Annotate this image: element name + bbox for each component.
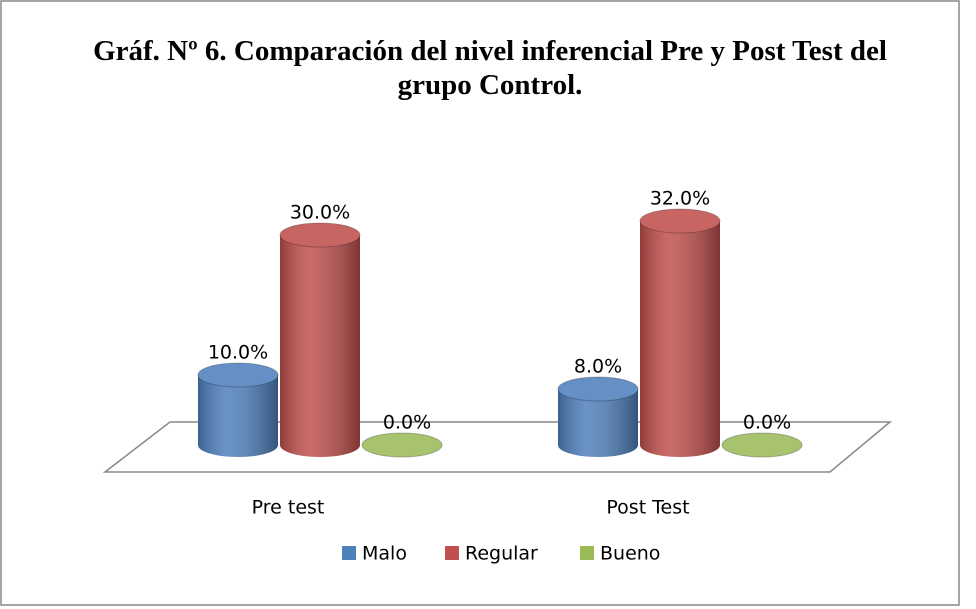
cylinder-top-highlight	[362, 433, 442, 457]
x-tick-label: Pre test	[252, 497, 325, 519]
legend-swatch	[445, 546, 459, 560]
cylinder-top	[639, 208, 721, 234]
cylinder-top	[721, 432, 803, 458]
cylinder	[721, 432, 803, 458]
cylinder-shade	[198, 375, 278, 457]
cylinder-top-highlight	[640, 209, 720, 233]
cylinder	[279, 222, 361, 457]
floor	[102, 421, 893, 473]
cylinder-top	[557, 376, 639, 402]
cylinder-top-highlight	[722, 433, 802, 457]
data-label: 32.0%	[650, 188, 710, 210]
data-label: 30.0%	[290, 202, 350, 224]
cylinder	[557, 376, 639, 457]
cylinder-top	[197, 362, 279, 388]
chart-title: Gráf. Nº 6. Comparación del nivel infere…	[93, 35, 887, 101]
cylinder-top-highlight	[558, 377, 638, 401]
legend-swatch	[342, 546, 356, 560]
data-label: 0.0%	[383, 412, 431, 434]
cylinder	[197, 362, 279, 457]
cylinder-top-highlight	[280, 223, 360, 247]
legend-label: Regular	[465, 543, 538, 565]
cylinder-shade	[558, 389, 638, 457]
cylinder-shade	[640, 221, 720, 457]
chart-border	[0, 0, 960, 606]
data-label: 8.0%	[574, 356, 622, 378]
cylinder	[639, 208, 721, 457]
legend-swatch	[580, 546, 594, 560]
legend-label: Bueno	[600, 543, 660, 565]
cylinder	[361, 432, 443, 458]
data-label: 10.0%	[208, 342, 268, 364]
data-label: 0.0%	[743, 412, 791, 434]
cylinder-top-highlight	[198, 363, 278, 387]
cylinder-top	[279, 222, 361, 248]
cylinder-top	[361, 432, 443, 458]
cylinder-shade	[280, 235, 360, 457]
x-tick-label: Post Test	[606, 497, 689, 519]
legend-label: Malo	[362, 543, 407, 565]
